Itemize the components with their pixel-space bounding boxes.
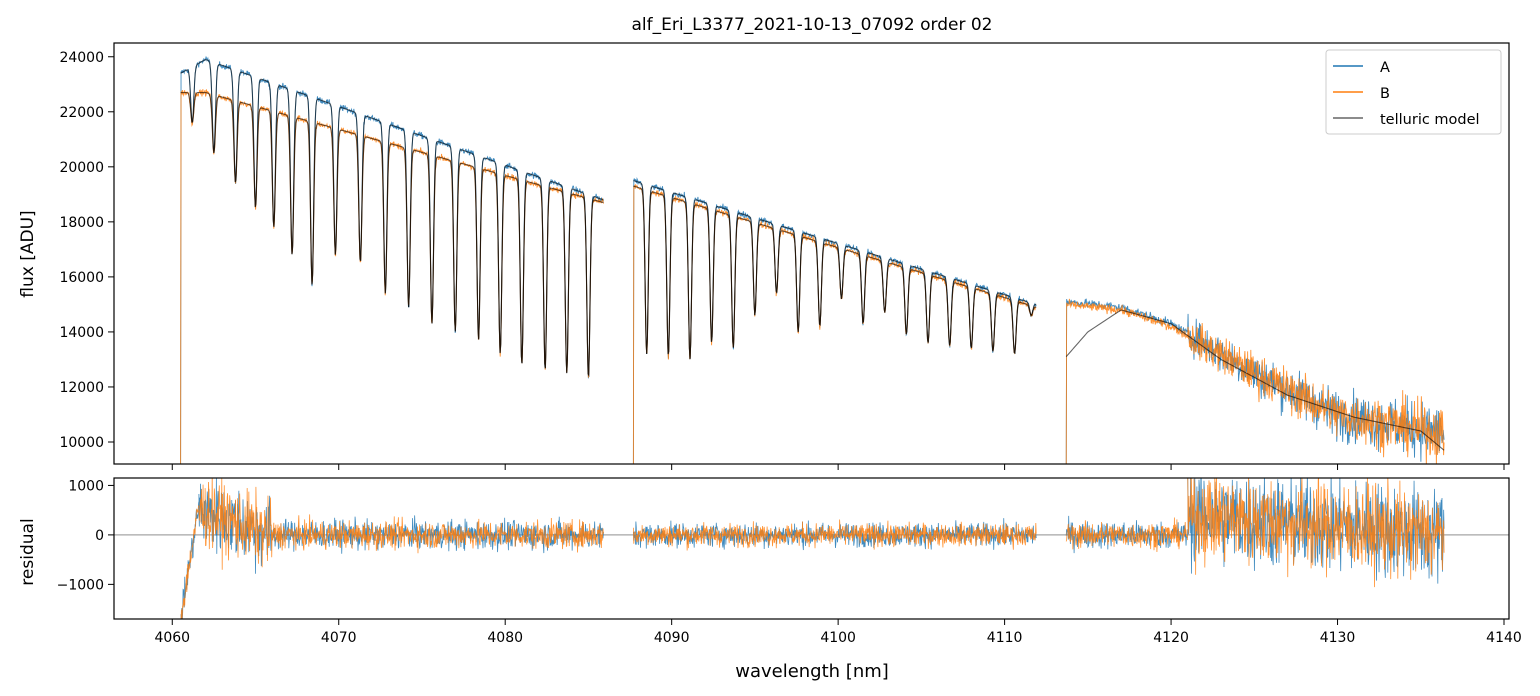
flux-y-tick-label: 10000 [59, 435, 104, 451]
residual-x-tick-label: 4070 [321, 630, 357, 646]
flux-y-tick-label: 18000 [59, 215, 104, 231]
residual-series-b-line [180, 504, 200, 619]
flux-y-tick-label: 16000 [59, 270, 104, 286]
telluric-model-line [180, 91, 604, 378]
legend-label-a: A [1380, 60, 1390, 76]
flux-series-group [180, 55, 1445, 464]
telluric-model-line [1065, 309, 1445, 451]
residual-series-group [114, 478, 1509, 619]
flux-y-tick-label: 12000 [59, 380, 104, 396]
flux-y-tick-label: 20000 [59, 160, 104, 176]
residual-x-ticks: 4060 4070 4080 4090 4100 4110 4120 4130 4140 [154, 619, 1522, 646]
legend-label-telluric-model: telluric model [1380, 112, 1480, 128]
residual-series-b-line [198, 478, 273, 570]
residual-x-tick-label: 4100 [820, 630, 856, 646]
chart-title: alf_Eri_L3377_2021-10-13_07092 order 02 [632, 15, 993, 35]
legend-box [1325, 49, 1502, 135]
residual-y-tick-label: 0 [95, 528, 104, 544]
residual-y-ticks: −1000 0 1000 [57, 478, 114, 593]
residual-x-tick-label: 4060 [154, 630, 190, 646]
residual-x-tick-label: 4130 [1320, 630, 1356, 646]
telluric-model-line [180, 59, 604, 378]
residual-series-b-line [1187, 478, 1445, 588]
flux-y-tick-label: 22000 [59, 105, 104, 121]
residual-x-tick-label: 4120 [1153, 630, 1189, 646]
residual-x-tick-label: 4090 [654, 630, 690, 646]
flux-y-ticks: 10000 12000 14000 16000 18000 20000 22000 24000 [59, 50, 114, 451]
residual-series-b-line [1065, 517, 1189, 553]
telluric-model-line [633, 185, 1037, 360]
residual-y-tick-label: 1000 [68, 478, 104, 494]
residual-x-tick-label: 4110 [987, 630, 1023, 646]
residual-x-tick-label: 4140 [1486, 630, 1522, 646]
x-axis-label: wavelength [nm] [735, 661, 889, 682]
residual-series-b-line [271, 514, 604, 554]
legend: A B telluric model [1325, 49, 1502, 135]
legend-label-b: B [1380, 86, 1390, 102]
residual-axes-frame [113, 477, 1510, 620]
residual-x-tick-label: 4080 [487, 630, 523, 646]
flux-y-axis-label: flux [ADU] [18, 210, 38, 297]
flux-x-ticks [171, 464, 1505, 470]
flux-axes-frame [113, 42, 1510, 465]
flux-y-tick-label: 14000 [59, 325, 104, 341]
flux-panel: 10000 12000 14000 16000 18000 20000 22000 24000… [18, 42, 1510, 470]
residual-y-axis-label: residual [18, 518, 38, 585]
flux-y-tick-label: 24000 [59, 50, 104, 66]
residual-series-b-line [632, 519, 1037, 551]
residual-y-tick-label: −1000 [57, 577, 104, 593]
